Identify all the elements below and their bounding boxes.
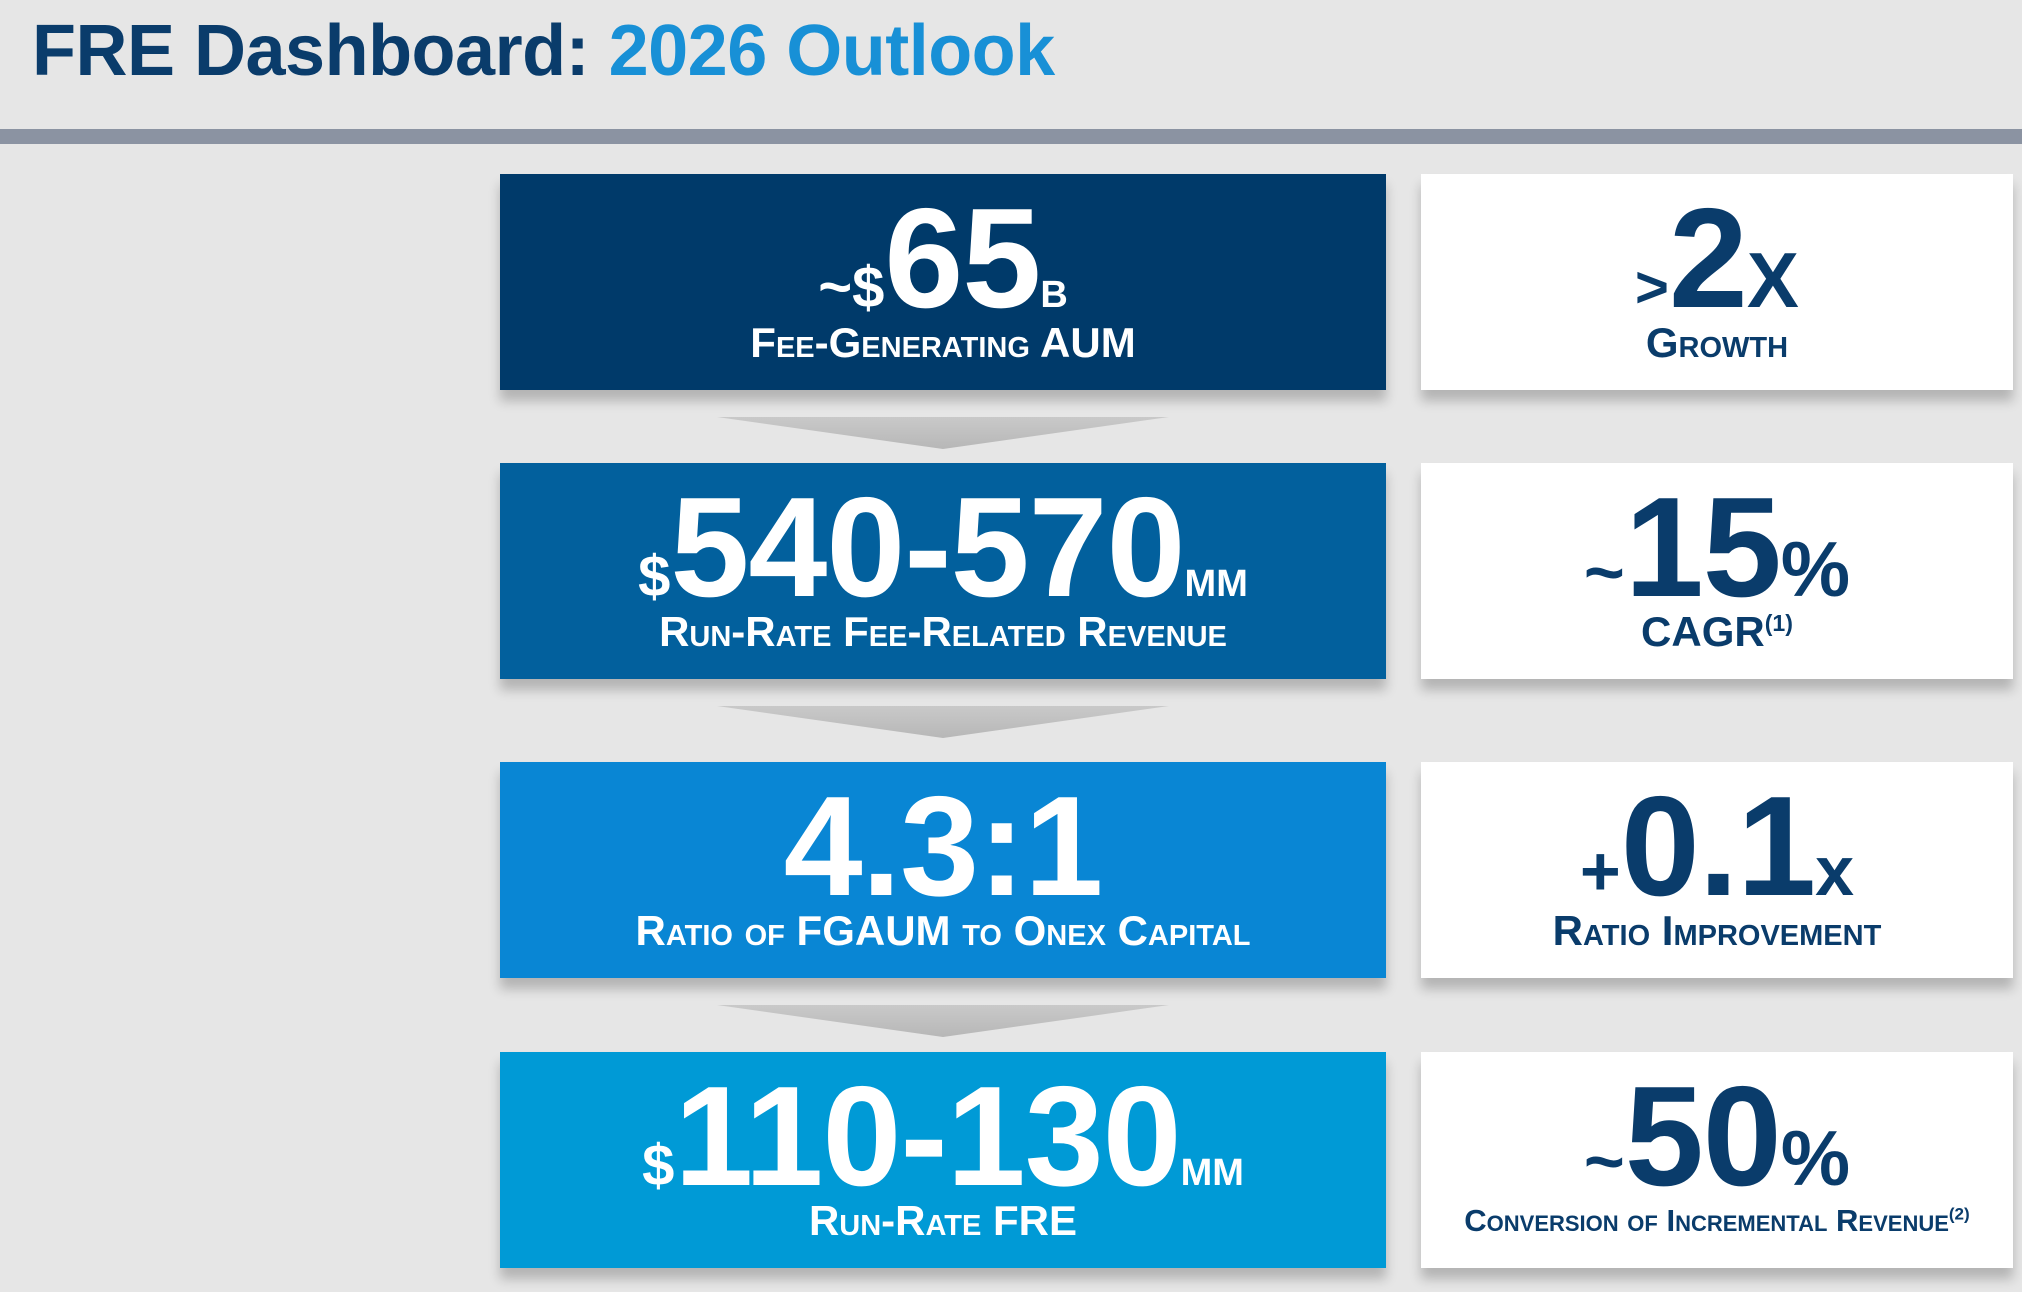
growth-value: >2X bbox=[1635, 179, 1799, 338]
flow-arrow-icon bbox=[717, 417, 1169, 449]
flow-arrow-icon bbox=[717, 1005, 1169, 1037]
ratio-label: Ratio of FGAUM to Onex Capital bbox=[635, 907, 1251, 954]
header-divider bbox=[0, 129, 2022, 144]
flow-arrow-icon bbox=[717, 706, 1169, 738]
fee-revenue-label: Run-Rate Fee-Related Revenue bbox=[659, 608, 1227, 655]
growth-label: Growth bbox=[1645, 319, 1789, 366]
fre-label: Run-Rate FRE bbox=[808, 1197, 1078, 1244]
cagr-label: CAGR(1) bbox=[1641, 608, 1793, 655]
title-highlight: 2026 Outlook bbox=[608, 11, 1056, 91]
fgaum-label: Fee-Generating AUM bbox=[750, 319, 1136, 366]
conversion-label: Conversion of Incremental Revenue(2) bbox=[1464, 1203, 1970, 1238]
footnote-1: (1) bbox=[1764, 610, 1793, 636]
fgaum-card: ~$65B Fee-Generating AUM bbox=[500, 174, 1386, 390]
fre-value: $110-130MM bbox=[642, 1057, 1244, 1216]
fre-card: $110-130MM Run-Rate FRE bbox=[500, 1052, 1386, 1268]
fee-revenue-value: $540-570MM bbox=[638, 468, 1248, 627]
title-prefix: FRE Dashboard: bbox=[32, 11, 590, 91]
ratio-improvement-label: Ratio Improvement bbox=[1552, 907, 1882, 954]
ratio-improvement-value: +0.1x bbox=[1579, 767, 1855, 926]
cagr-card: ~15% CAGR(1) bbox=[1421, 463, 2013, 679]
fgaum-value: ~$65B bbox=[818, 179, 1068, 338]
fee-revenue-card: $540-570MM Run-Rate Fee-Related Revenue bbox=[500, 463, 1386, 679]
page-title: FRE Dashboard: 2026 Outlook bbox=[32, 6, 1055, 96]
ratio-card: 4.3:1 Ratio of FGAUM to Onex Capital bbox=[500, 762, 1386, 978]
footnote-2: (2) bbox=[1948, 1204, 1970, 1224]
ratio-improvement-card: +0.1x Ratio Improvement bbox=[1421, 762, 2013, 978]
cagr-value: ~15% bbox=[1583, 468, 1851, 627]
ratio-value: 4.3:1 bbox=[783, 767, 1104, 926]
conversion-card: ~50% Conversion of Incremental Revenue(2… bbox=[1421, 1052, 2013, 1268]
growth-card: >2X Growth bbox=[1421, 174, 2013, 390]
conversion-value: ~50% bbox=[1583, 1057, 1851, 1216]
